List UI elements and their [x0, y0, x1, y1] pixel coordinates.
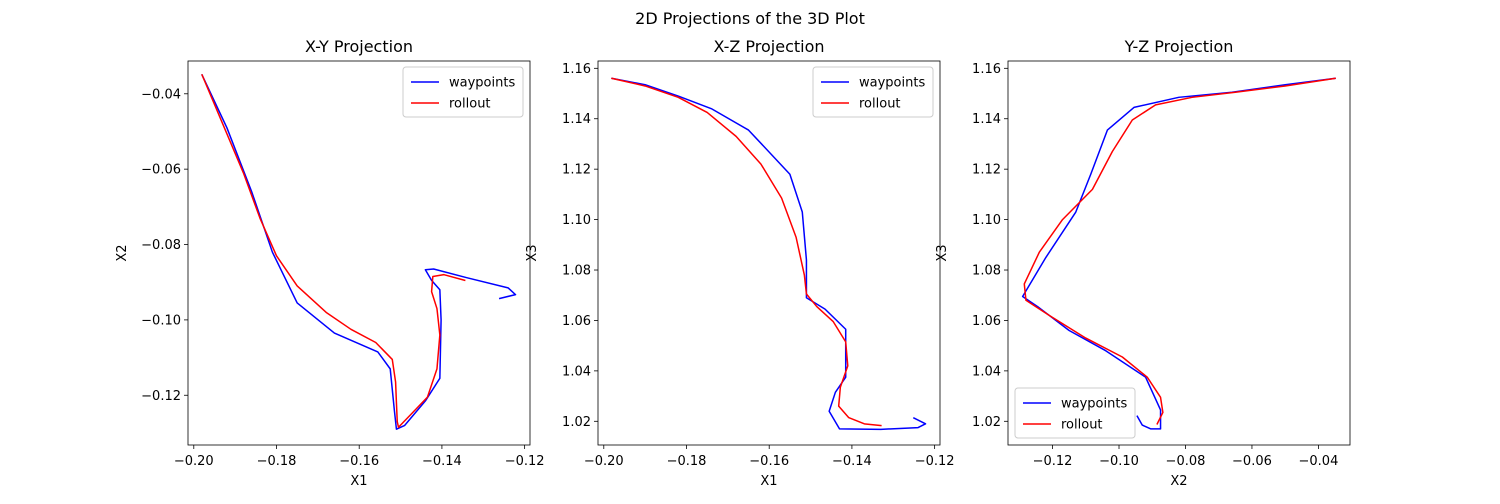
yz-y-tick-label: 1.12 — [972, 163, 1001, 178]
xz-y-tick-label: 1.02 — [562, 415, 591, 430]
xy-legend-label-waypoints: waypoints — [449, 76, 515, 91]
xy-axes-frame — [187, 60, 531, 446]
xz-series-line-rollout — [611, 77, 882, 427]
xz-y-tick-label: 1.06 — [562, 314, 591, 329]
xz-legend-label-waypoints: waypoints — [859, 76, 925, 91]
xz-legend-label-rollout: rollout — [859, 97, 901, 112]
yz-y-tick-label: 1.14 — [972, 112, 1001, 127]
xy-y-tick-label: −0.04 — [141, 87, 181, 102]
xy-x-tick-label: −0.12 — [505, 454, 545, 469]
xz-x-tick-label: −0.18 — [667, 454, 707, 469]
xz-x-tick-label: −0.16 — [749, 454, 789, 469]
xy-y-tick-label: −0.08 — [141, 238, 181, 253]
xy-x-axis-label: X1 — [350, 474, 367, 489]
xy-series-line-waypoints — [201, 73, 517, 430]
xz-x-axis-label: X1 — [760, 474, 777, 489]
xy-plot-title: X-Y Projection — [305, 37, 413, 56]
xy-y-tick-label: −0.10 — [141, 313, 181, 328]
yz-x-axis-label: X2 — [1170, 474, 1187, 489]
xz-y-tick-label: 1.16 — [562, 62, 591, 77]
xy-x-tick-label: −0.18 — [257, 454, 297, 469]
xy-y-axis-label: X2 — [115, 244, 130, 261]
xz-y-tick-label: 1.10 — [562, 213, 591, 228]
yz-y-tick-label: 1.16 — [972, 62, 1001, 77]
yz-legend-label-waypoints: waypoints — [1061, 397, 1127, 412]
yz-x-tick-label: −0.04 — [1299, 454, 1339, 469]
xz-y-tick-label: 1.04 — [562, 364, 591, 379]
xz-plot-title: X-Z Projection — [713, 37, 824, 56]
yz-x-tick-label: −0.10 — [1099, 454, 1139, 469]
xz-y-tick-label: 1.08 — [562, 264, 591, 279]
figure-title: 2D Projections of the 3D Plot — [635, 9, 865, 28]
xy-legend: waypoints rollout — [402, 66, 524, 118]
yz-y-tick-label: 1.02 — [972, 415, 1001, 430]
xz-projection-plot: −0.20 −0.18 −0.16 −0.14 −0.12 1.02 1.04 1.06 1.0… — [525, 37, 955, 489]
xz-x-tick-label: −0.14 — [832, 454, 872, 469]
yz-series-line-rollout — [1023, 77, 1336, 425]
xz-y-axis-label: X3 — [525, 244, 540, 261]
yz-y-tick-label: 1.04 — [972, 364, 1001, 379]
xy-y-tick-label: −0.12 — [141, 389, 181, 404]
xz-series-line-waypoints — [611, 77, 927, 431]
yz-axes-frame — [1007, 60, 1351, 446]
xz-y-tick-label: 1.14 — [562, 112, 591, 127]
xy-legend-label-rollout: rollout — [449, 97, 491, 112]
yz-y-tick-label: 1.08 — [972, 264, 1001, 279]
xy-projection-plot: −0.20 −0.18 −0.16 −0.14 −0.12 −0.12 −0.10 −0.08… — [115, 37, 545, 489]
yz-y-tick-label: 1.10 — [972, 213, 1001, 228]
xy-y-tick-label: −0.06 — [141, 163, 181, 178]
xz-x-tick-label: −0.20 — [584, 454, 624, 469]
yz-x-tick-label: −0.06 — [1232, 454, 1272, 469]
yz-y-axis-label: X3 — [935, 244, 950, 261]
yz-x-tick-label: −0.12 — [1033, 454, 1073, 469]
yz-y-tick-label: 1.06 — [972, 314, 1001, 329]
yz-legend-label-rollout: rollout — [1061, 418, 1103, 433]
xy-legend-box — [402, 66, 524, 118]
xz-axes-frame — [597, 60, 941, 446]
xy-x-tick-label: −0.16 — [339, 454, 379, 469]
xz-legend-box — [812, 66, 934, 118]
xz-y-tick-label: 1.12 — [562, 163, 591, 178]
xy-x-tick-label: −0.20 — [174, 454, 214, 469]
xz-x-tick-label: −0.12 — [915, 454, 955, 469]
xy-series-line-rollout — [201, 73, 466, 429]
xz-legend: waypoints rollout — [812, 66, 934, 118]
xy-x-tick-label: −0.14 — [422, 454, 462, 469]
yz-legend: waypoints rollout — [1014, 387, 1136, 439]
yz-legend-box — [1014, 387, 1136, 439]
yz-plot-title: Y-Z Projection — [1124, 37, 1234, 56]
yz-series-line-waypoints — [1021, 77, 1336, 430]
yz-x-tick-label: −0.08 — [1166, 454, 1206, 469]
yz-projection-plot: −0.12 −0.10 −0.08 −0.06 −0.04 1.02 1.04 1.06 1.0… — [935, 37, 1351, 489]
